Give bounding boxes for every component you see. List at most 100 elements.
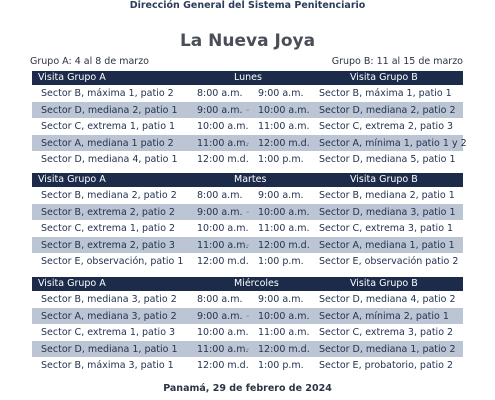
group-b-sector: Sector D, mediana 3, patio 1: [319, 206, 456, 218]
table-row: Sector C, extrema 1, patio 1 10:00 a.m. …: [32, 118, 463, 135]
end-time: 12:00 m.d.: [258, 239, 310, 251]
schedule-table-monday: Visita Grupo A Lunes Visita Grupo B Sect…: [32, 71, 467, 168]
group-a-sector: Sector C, extrema 1, patio 1: [41, 121, 176, 132]
group-b-sector: Sector C, extrema 2, patio 3: [319, 121, 454, 132]
group-b-header: Visita Grupo B: [350, 278, 418, 289]
group-b-header: Visita Grupo B: [350, 174, 418, 185]
time-separator: -: [246, 206, 250, 218]
start-time: 12:00 m.d.: [197, 360, 249, 371]
end-time: 11:00 a.m.: [258, 223, 310, 234]
table-row: Sector D, mediana 2, patio 1 9:00 a.m. -…: [32, 101, 463, 118]
start-time: 11:00 a.m.: [197, 239, 249, 251]
start-time: 12:00 m.d.: [197, 256, 249, 267]
table-row: Sector E, observación, patio 1 12:00 m.d…: [32, 253, 463, 270]
start-time: 12:00 m.d.: [197, 154, 249, 165]
schedule-table-wednesday: Visita Grupo A Miércoles Visita Grupo B …: [32, 277, 463, 374]
table-row: Sector C, extrema 1, patio 3 10:00 a.m. …: [32, 324, 463, 341]
group-a-sector: Sector D, mediana 1, patio 1: [41, 343, 178, 355]
table-row: Sector B, máxima 3, patio 1 12:00 m.d. 1…: [32, 357, 463, 374]
group-a-sector: Sector B, extrema 2, patio 3: [41, 239, 175, 251]
group-b-sector: Sector A, mínima 1, patio 1 y 2: [319, 137, 467, 149]
table-row: Sector B, mediana 3, patio 2 8:00 a.m. 9…: [32, 291, 463, 308]
end-time: 9:00 a.m.: [258, 88, 304, 99]
group-a-sector: Sector E, observación, patio 1: [41, 256, 184, 267]
end-time: 11:00 a.m.: [258, 121, 310, 132]
group-b-header: Visita Grupo B: [350, 72, 418, 83]
schedule-table-tuesday: Visita Grupo A Martes Visita Grupo B Sec…: [32, 173, 463, 270]
day-header: Martes: [234, 174, 267, 185]
end-time: 12:00 m.d.: [258, 343, 310, 355]
group-b-sector: Sector D, mediana 2, patio 2: [319, 104, 456, 116]
time-separator: -: [246, 239, 250, 251]
group-a-header: Visita Grupo A: [38, 278, 106, 289]
group-b-sector: Sector B, mediana 2, patio 1: [319, 190, 455, 201]
end-time: 12:00 m.d.: [258, 137, 310, 149]
start-time: 8:00 a.m.: [197, 294, 243, 305]
group-b-sector: Sector D, mediana 4, patio 2: [319, 294, 456, 305]
end-time: 9:00 a.m.: [258, 294, 304, 305]
day-header: Lunes: [234, 72, 262, 83]
group-a-header: Visita Grupo A: [38, 72, 106, 83]
group-b-sector: Sector C, extrema 3, patio 1: [319, 223, 454, 234]
start-time: 10:00 a.m.: [197, 121, 249, 132]
start-time: 10:00 a.m.: [197, 327, 249, 338]
group-a-sector: Sector A, mediana 1 patio 2: [41, 137, 174, 149]
group-a-sector: Sector A, mediana 3, patio 2: [41, 310, 177, 322]
table-row: Sector D, mediana 4, patio 1 12:00 m.d. …: [32, 151, 463, 168]
group-a-sector: Sector B, mediana 2, patio 2: [41, 190, 177, 201]
table-header: Visita Grupo A Miércoles Visita Grupo B: [32, 277, 463, 291]
end-time: 10:00 a.m.: [258, 310, 310, 322]
group-b-sector: Sector D, mediana 1, patio 2: [319, 343, 456, 355]
group-a-sector: Sector C, extrema 1, patio 3: [41, 327, 176, 338]
end-time: 9:00 a.m.: [258, 190, 304, 201]
start-time: 11:00 a.m.: [197, 137, 249, 149]
group-b-dates: Grupo B: 11 al 15 de marzo: [331, 56, 463, 67]
time-separator: -: [246, 343, 250, 355]
group-b-sector: Sector D, mediana 5, patio 1: [319, 154, 456, 165]
end-time: 10:00 a.m.: [258, 104, 310, 116]
group-a-sector: Sector B, máxima 3, patio 1: [41, 360, 174, 371]
table-row: Sector A, mediana 1 patio 2 11:00 a.m. -…: [32, 134, 467, 151]
end-time: 10:00 a.m.: [258, 206, 310, 218]
group-a-sector: Sector D, mediana 4, patio 1: [41, 154, 178, 165]
group-b-sector: Sector E, probatorio, patio 2: [319, 360, 454, 371]
start-time: 8:00 a.m.: [197, 190, 243, 201]
time-separator: -: [246, 104, 250, 116]
page-title: La Nueva Joya: [179, 31, 316, 51]
table-row: Sector B, extrema 2, patio 3 11:00 a.m. …: [32, 236, 463, 253]
table-row: Sector D, mediana 1, patio 1 11:00 a.m. …: [32, 340, 463, 357]
group-b-sector: Sector C, extrema 3, patio 2: [319, 327, 454, 338]
time-separator: -: [246, 137, 250, 149]
start-time: 9:00 a.m.: [197, 206, 243, 218]
start-time: 9:00 a.m.: [197, 310, 243, 322]
group-b-sector: Sector A, mínima 2, patio 1: [319, 310, 449, 322]
table-row: Sector A, mediana 3, patio 2 9:00 a.m. -…: [32, 307, 463, 324]
group-a-header: Visita Grupo A: [38, 174, 106, 185]
start-time: 10:00 a.m.: [197, 223, 249, 234]
group-b-sector: Sector E, observación patio 2: [319, 256, 459, 267]
group-b-sector: Sector B, máxima 1, patio 1: [319, 88, 452, 99]
group-a-sector: Sector B, mediana 3, patio 2: [41, 294, 177, 305]
start-time: 8:00 a.m.: [197, 88, 243, 99]
end-time: 1:00 p.m.: [258, 256, 304, 267]
table-header: Visita Grupo A Lunes Visita Grupo B: [32, 71, 463, 85]
group-a-sector: Sector C, extrema 1, patio 2: [41, 223, 176, 234]
group-b-sector: Sector A, mediana 1, patio 1: [319, 239, 455, 251]
group-a-sector: Sector D, mediana 2, patio 1: [41, 104, 178, 116]
end-time: 11:00 a.m.: [258, 327, 310, 338]
group-a-dates: Grupo A: 4 al 8 de marzo: [30, 56, 149, 67]
organization-name: Dirección General del Sistema Penitencia…: [129, 0, 366, 11]
day-header: Miércoles: [234, 278, 279, 289]
start-time: 11:00 a.m.: [197, 343, 249, 355]
table-header: Visita Grupo A Martes Visita Grupo B: [32, 173, 463, 187]
group-a-sector: Sector B, máxima 1, patio 2: [41, 88, 174, 99]
group-a-sector: Sector B, extrema 2, patio 2: [41, 206, 175, 218]
time-separator: -: [246, 310, 250, 322]
table-row: Sector C, extrema 1, patio 2 10:00 a.m. …: [32, 220, 463, 237]
table-row: Sector B, máxima 1, patio 2 8:00 a.m. 9:…: [32, 85, 463, 102]
footer-date: Panamá, 29 de febrero de 2024: [163, 383, 332, 394]
end-time: 1:00 p.m.: [258, 360, 304, 371]
end-time: 1:00 p.m.: [258, 154, 304, 165]
table-row: Sector B, mediana 2, patio 2 8:00 a.m. 9…: [32, 187, 463, 204]
start-time: 9:00 a.m.: [197, 104, 243, 116]
